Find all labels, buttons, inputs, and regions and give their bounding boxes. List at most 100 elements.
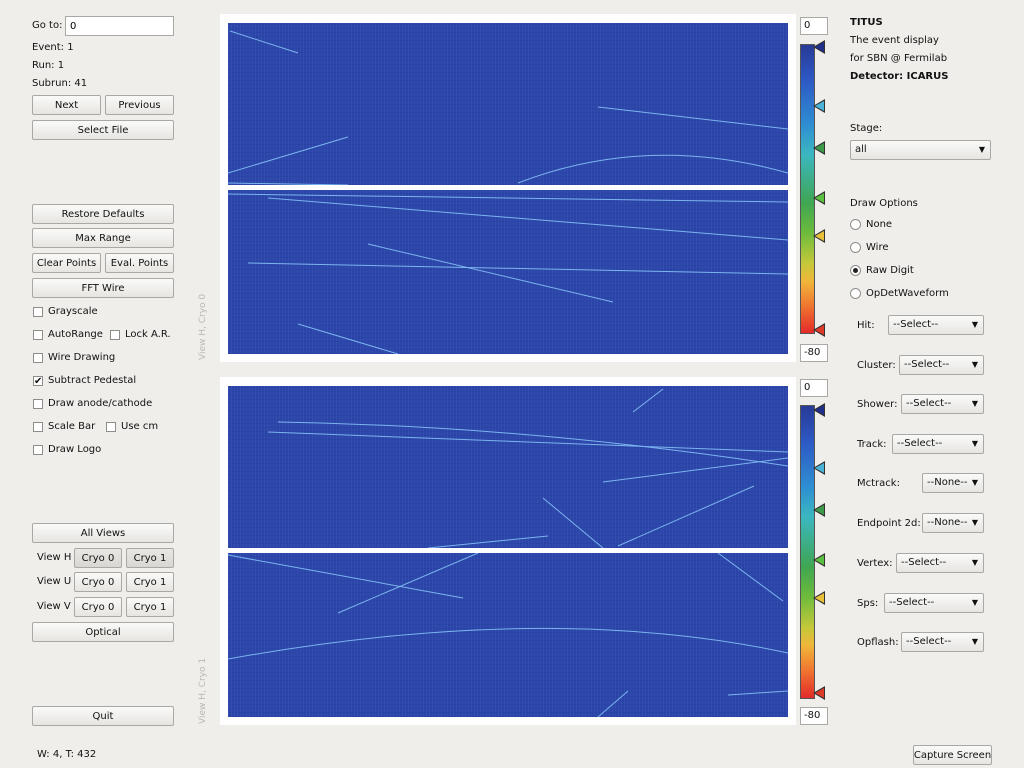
chevron-down-icon: ▼	[978, 145, 985, 154]
view-v-cryo1-button[interactable]: Cryo 1	[126, 597, 174, 617]
bottom-plot-frame	[220, 377, 796, 725]
bottom-handle-5-icon[interactable]	[813, 591, 825, 605]
autorange-checkbox[interactable]	[33, 330, 43, 340]
restore-defaults-button[interactable]: Restore Defaults	[32, 204, 174, 224]
shower-label: Shower:	[857, 399, 898, 410]
goto-label: Go to:	[32, 20, 63, 31]
top-plot-upper[interactable]	[228, 23, 788, 185]
endpoint-2d-select[interactable]: --None-- ▼	[922, 513, 984, 533]
view-h-cryo1-button[interactable]: Cryo 1	[126, 548, 174, 568]
vertex-select[interactable]: --Select-- ▼	[896, 553, 984, 573]
chevron-down-icon: ▼	[971, 598, 978, 607]
chevron-down-icon: ▼	[971, 478, 978, 487]
optical-button[interactable]: Optical	[32, 622, 174, 642]
next-button[interactable]: Next	[32, 95, 101, 115]
chevron-down-icon: ▼	[971, 439, 978, 448]
quit-button[interactable]: Quit	[32, 706, 174, 726]
stage-select[interactable]: all ▼	[850, 140, 991, 160]
draw-option-wire-radio[interactable]	[850, 242, 861, 253]
view-u-label: View U	[37, 576, 72, 587]
stage-label: Stage:	[850, 123, 883, 134]
endpoint-2d-label: Endpoint 2d:	[857, 518, 921, 529]
chevron-down-icon: ▼	[971, 360, 978, 369]
top-colorbar	[800, 44, 815, 334]
chevron-down-icon: ▼	[971, 320, 978, 329]
grayscale-checkbox[interactable]	[33, 307, 43, 317]
draw-option-none-radio[interactable]	[850, 219, 861, 230]
top-handle-4-icon[interactable]	[813, 191, 825, 205]
bottom-handle-4-icon[interactable]	[813, 553, 825, 567]
view-v-cryo0-button[interactable]: Cryo 0	[74, 597, 122, 617]
scale-bar-checkbox[interactable]	[33, 422, 43, 432]
lock-ar-checkbox[interactable]	[110, 330, 120, 340]
run-label: Run: 1	[32, 60, 65, 71]
status-text: W: 4, T: 432	[37, 749, 97, 760]
use-cm-label: Use cm	[121, 421, 159, 432]
subtract-pedestal-checkbox[interactable]: ✔	[33, 376, 43, 387]
bottom-scale-max[interactable]: 0	[800, 379, 828, 397]
view-v-label: View V	[37, 601, 71, 612]
wire-drawing-checkbox[interactable]	[33, 353, 43, 363]
goto-input[interactable]	[65, 16, 174, 36]
sps-select[interactable]: --Select-- ▼	[884, 593, 984, 613]
use-cm-checkbox[interactable]	[106, 422, 116, 432]
track-label: Track:	[857, 439, 887, 450]
all-views-button[interactable]: All Views	[32, 523, 174, 543]
hit-select-value: --Select--	[893, 319, 939, 330]
top-view-label: View H, Cryo 0	[198, 293, 208, 360]
view-u-cryo1-button[interactable]: Cryo 1	[126, 572, 174, 592]
mctrack-label: Mctrack:	[857, 478, 900, 489]
capture-screen-button[interactable]: Capture Screen	[913, 745, 992, 765]
shower-select[interactable]: --Select-- ▼	[901, 394, 984, 414]
max-range-button[interactable]: Max Range	[32, 228, 174, 248]
draw-logo-label: Draw Logo	[48, 444, 102, 455]
draw-anode-cathode-checkbox[interactable]	[33, 399, 43, 409]
wire-drawing-label: Wire Drawing	[48, 352, 116, 363]
draw-option-opdetwaveform-radio[interactable]	[850, 288, 861, 299]
clear-points-button[interactable]: Clear Points	[32, 253, 101, 273]
top-handle-6-icon[interactable]	[813, 323, 825, 337]
cluster-select[interactable]: --Select-- ▼	[899, 355, 984, 375]
top-plot-lower[interactable]	[228, 190, 788, 354]
subtract-pedestal-label: Subtract Pedestal	[48, 375, 137, 386]
bottom-handle-1-icon[interactable]	[813, 403, 825, 417]
bottom-scale-min[interactable]: -80	[800, 707, 828, 725]
top-handle-5-icon[interactable]	[813, 229, 825, 243]
bottom-handle-6-icon[interactable]	[813, 686, 825, 700]
select-file-button[interactable]: Select File	[32, 120, 174, 140]
previous-button[interactable]: Previous	[105, 95, 174, 115]
hit-select[interactable]: --Select-- ▼	[888, 315, 984, 335]
eval-points-button[interactable]: Eval. Points	[105, 253, 174, 273]
draw-option-wire-label: Wire	[866, 242, 889, 253]
draw-options-label: Draw Options	[850, 198, 918, 209]
mctrack-select-value: --None--	[927, 477, 968, 488]
draw-anode-cathode-label: Draw anode/cathode	[48, 398, 153, 409]
bottom-view-label: View H, Cryo 1	[198, 657, 208, 724]
vertex-label: Vertex:	[857, 558, 893, 569]
draw-option-raw-digit-radio[interactable]	[850, 265, 861, 276]
bottom-handle-3-icon[interactable]	[813, 503, 825, 517]
view-u-cryo0-button[interactable]: Cryo 0	[74, 572, 122, 592]
hit-label: Hit:	[857, 320, 875, 331]
bottom-plot-upper[interactable]	[228, 386, 788, 548]
bottom-plot-lower[interactable]	[228, 553, 788, 717]
top-handle-1-icon[interactable]	[813, 40, 825, 54]
top-handle-2-icon[interactable]	[813, 99, 825, 113]
detector-label: Detector: ICARUS	[850, 71, 949, 82]
chevron-down-icon: ▼	[971, 558, 978, 567]
top-handle-3-icon[interactable]	[813, 141, 825, 155]
draw-option-none-label: None	[866, 219, 893, 230]
bottom-handle-2-icon[interactable]	[813, 461, 825, 475]
top-scale-max[interactable]: 0	[800, 17, 828, 35]
app-subtitle-1: The event display	[850, 35, 939, 46]
opflash-select-value: --Select--	[906, 636, 952, 647]
top-scale-min[interactable]: -80	[800, 344, 828, 362]
app-subtitle-2: for SBN @ Fermilab	[850, 53, 948, 64]
view-h-cryo0-button[interactable]: Cryo 0	[74, 548, 122, 568]
opflash-select[interactable]: --Select-- ▼	[901, 632, 984, 652]
draw-logo-checkbox[interactable]	[33, 445, 43, 455]
fft-wire-button[interactable]: FFT Wire	[32, 278, 174, 298]
track-select[interactable]: --Select-- ▼	[892, 434, 984, 454]
mctrack-select[interactable]: --None-- ▼	[922, 473, 984, 493]
bottom-colorbar	[800, 405, 815, 699]
